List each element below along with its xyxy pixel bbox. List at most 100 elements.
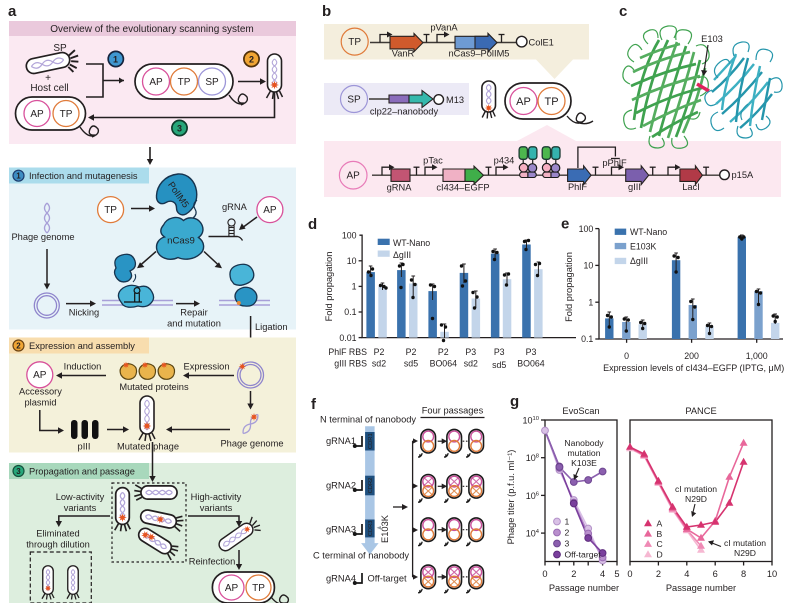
svg-text:AP: AP	[149, 77, 163, 88]
svg-text:TP: TP	[252, 583, 265, 594]
svg-text:gRNA2: gRNA2	[326, 481, 356, 491]
svg-text:plasmid: plasmid	[24, 398, 56, 408]
svg-text:nCas9–PolIM5: nCas9–PolIM5	[449, 49, 510, 59]
svg-text:TP: TP	[348, 37, 361, 48]
svg-text:SP: SP	[205, 77, 219, 88]
svg-text:10: 10	[347, 256, 357, 266]
svg-text:P3: P3	[526, 347, 537, 357]
svg-text:200: 200	[684, 351, 699, 361]
svg-text:K103E: K103E	[571, 458, 597, 468]
svg-text:1: 1	[16, 172, 21, 181]
svg-text:e: e	[561, 216, 569, 233]
svg-text:Host cell: Host cell	[30, 83, 68, 94]
svg-text:3: 3	[177, 124, 182, 134]
svg-text:P3: P3	[494, 347, 505, 357]
svg-text:3: 3	[565, 539, 570, 549]
svg-text:TP: TP	[60, 109, 73, 120]
svg-text:1: 1	[588, 297, 593, 307]
svg-text:CDR3: CDR3	[368, 521, 374, 537]
svg-text:100: 100	[579, 224, 594, 234]
svg-text:N29D: N29D	[734, 548, 756, 558]
svg-text:2: 2	[571, 569, 576, 579]
svg-text:through dilution: through dilution	[26, 540, 90, 550]
svg-text:ΔgIII: ΔgIII	[630, 256, 648, 266]
svg-text:Mutated phage: Mutated phage	[117, 442, 179, 452]
svg-text:Expression and assembly: Expression and assembly	[29, 341, 135, 351]
svg-text:Accessory: Accessory	[19, 387, 62, 397]
svg-text:Nicking: Nicking	[69, 308, 99, 318]
svg-text:SP: SP	[53, 43, 67, 54]
svg-text:sd2: sd2	[372, 358, 386, 368]
svg-text:f: f	[311, 396, 317, 413]
svg-text:0.1: 0.1	[344, 307, 356, 317]
svg-text:3: 3	[16, 467, 21, 476]
svg-text:gRNA1: gRNA1	[326, 436, 356, 446]
svg-text:100: 100	[342, 230, 357, 240]
svg-text:Expression: Expression	[184, 362, 230, 372]
svg-text:P2: P2	[406, 347, 417, 357]
svg-text:nCas9: nCas9	[167, 236, 195, 247]
svg-text:E103K: E103K	[630, 241, 657, 251]
svg-text:a: a	[8, 3, 17, 20]
svg-text:sd5: sd5	[492, 360, 506, 370]
svg-text:cI434–EGFP: cI434–EGFP	[436, 183, 489, 193]
svg-text:0: 0	[624, 351, 629, 361]
svg-text:pTac: pTac	[423, 156, 443, 166]
svg-text:5: 5	[614, 569, 619, 579]
svg-text:pVanA: pVanA	[430, 23, 458, 33]
svg-text:Overview of the evolutionary s: Overview of the evolutionary scanning sy…	[50, 24, 253, 35]
svg-text:clp22–nanobody: clp22–nanobody	[370, 107, 439, 117]
svg-text:0: 0	[627, 569, 632, 579]
svg-text:VanR: VanR	[392, 49, 415, 59]
svg-text:106: 106	[526, 491, 539, 501]
svg-text:P2: P2	[374, 347, 385, 357]
svg-text:AP: AP	[30, 109, 44, 120]
svg-text:Passage number: Passage number	[549, 583, 619, 593]
svg-text:gIII RBS: gIII RBS	[334, 358, 367, 368]
svg-text:1: 1	[565, 517, 570, 527]
svg-text:mutation: mutation	[568, 448, 601, 458]
svg-text:WT-Nano: WT-Nano	[630, 227, 667, 237]
svg-text:P3: P3	[465, 347, 476, 357]
svg-text:cI mutation: cI mutation	[724, 538, 766, 548]
svg-text:pIII: pIII	[78, 442, 91, 452]
svg-text:PhlF: PhlF	[568, 182, 587, 192]
svg-text:Passage number: Passage number	[666, 583, 736, 593]
svg-text:gRNA4: gRNA4	[326, 574, 356, 584]
svg-text:Phage genome: Phage genome	[11, 232, 74, 242]
svg-text:variants: variants	[64, 503, 97, 513]
svg-text:Mutated proteins: Mutated proteins	[119, 382, 189, 392]
svg-text:Phage titer (p.f.u. ml⁻¹): Phage titer (p.f.u. ml⁻¹)	[506, 450, 516, 545]
svg-text:AP: AP	[225, 583, 239, 594]
svg-text:variants: variants	[200, 503, 233, 513]
svg-text:LacI: LacI	[682, 182, 700, 192]
svg-text:PhlF RBS: PhlF RBS	[328, 347, 367, 357]
svg-text:Phage genome: Phage genome	[220, 439, 283, 449]
svg-text:1: 1	[113, 55, 118, 65]
svg-text:8: 8	[741, 569, 746, 579]
svg-text:104: 104	[526, 529, 540, 539]
svg-text:4: 4	[600, 569, 605, 579]
svg-text:AP: AP	[347, 171, 361, 182]
svg-text:M13: M13	[446, 95, 464, 105]
svg-text:2: 2	[656, 569, 661, 579]
svg-text:C terminal of nanobody: C terminal of nanobody	[313, 551, 409, 561]
svg-text:Repair: Repair	[180, 308, 207, 318]
svg-text:E103K: E103K	[380, 514, 390, 543]
svg-text:and mutation: and mutation	[167, 319, 221, 329]
svg-text:Reinfection: Reinfection	[189, 557, 236, 567]
svg-text:EvoScan: EvoScan	[562, 406, 599, 416]
svg-text:Infection and mutagenesis: Infection and mutagenesis	[29, 171, 138, 181]
svg-text:Propagation and passage: Propagation and passage	[29, 467, 135, 477]
svg-text:cI mutation: cI mutation	[675, 484, 717, 494]
svg-text:N terminal of nanobody: N terminal of nanobody	[320, 415, 416, 425]
svg-text:High-activity: High-activity	[191, 492, 242, 502]
svg-text:ΔgIII: ΔgIII	[393, 250, 411, 260]
svg-text:g: g	[510, 393, 519, 410]
svg-text:Nanobody: Nanobody	[564, 438, 604, 448]
svg-text:+: +	[45, 73, 51, 84]
svg-text:TP: TP	[104, 205, 117, 216]
svg-text:A: A	[657, 519, 663, 529]
svg-text:Low-activity: Low-activity	[56, 492, 105, 502]
svg-text:Induction: Induction	[64, 362, 102, 372]
